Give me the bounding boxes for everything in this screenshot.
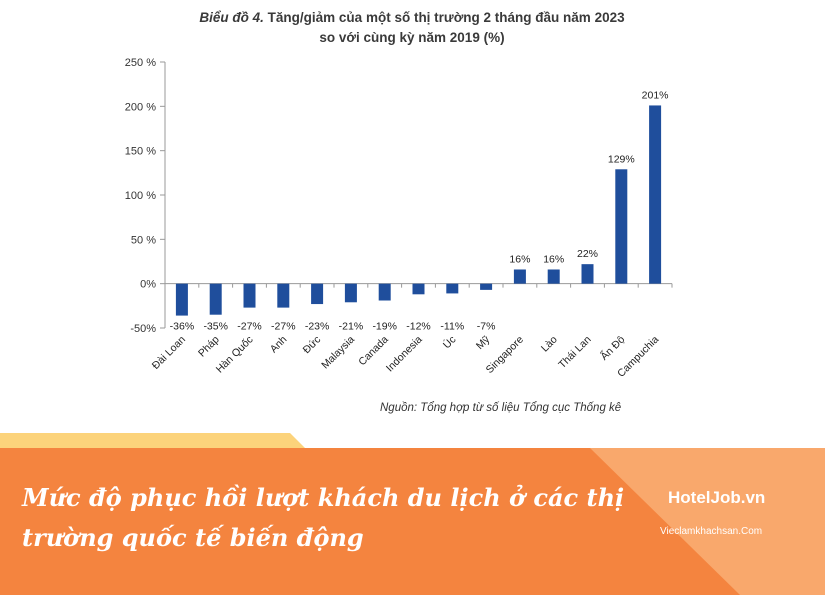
bar-chart: Biểu đồ 4. Tăng/giảm của một số thị trườ… [125, 10, 673, 380]
y-tick-label: -50% [130, 323, 156, 335]
banner-caption: Mức độ phục hồi lượt khách du lịch ở các… [22, 483, 625, 552]
bar [615, 169, 628, 284]
y-tick-label: 100 % [125, 190, 156, 202]
category-label: Lào [539, 334, 560, 355]
category-label: Indonesia [384, 334, 425, 375]
bar [581, 264, 594, 284]
bar [547, 269, 560, 284]
y-tick-label: 0% [140, 279, 156, 291]
data-label: 22% [577, 248, 598, 260]
bar [480, 283, 493, 290]
bar [446, 283, 459, 294]
category-label: Đức [301, 334, 324, 357]
data-label: -7% [477, 321, 496, 333]
bar [649, 105, 662, 284]
bar [513, 269, 526, 284]
category-label: Thái Lan [556, 334, 593, 371]
bar [412, 283, 425, 295]
data-label: 129% [608, 153, 635, 165]
bar [243, 283, 256, 308]
category-label: Ấn Độ [598, 333, 628, 363]
category-label: Pháp [196, 334, 222, 360]
bar [277, 283, 290, 308]
bar [378, 283, 391, 301]
axes: -50% 0% 50 % 100 % 150 % 200 % 250 % [125, 57, 673, 335]
data-label: -19% [372, 321, 397, 333]
data-label: 16% [509, 253, 530, 265]
data-label: 201% [642, 89, 669, 101]
data-label: 16% [543, 253, 564, 265]
data-labels: -36% -35% -27% -27% -23% -21% -19% -12% -11% -7% 1… [170, 89, 669, 332]
banner-yellow-strip [0, 433, 305, 448]
chart-title-line1: Biểu đồ 4. Tăng/giảm của một số thị trườ… [199, 10, 625, 25]
category-label: Mỹ [474, 333, 493, 352]
y-tick-label: 200 % [125, 101, 156, 113]
bar [209, 283, 222, 315]
data-label: -27% [271, 321, 296, 333]
hoteljob-logo[interactable]: HotelJob.vn [668, 488, 766, 507]
banner: Mức độ phục hồi lượt khách du lịch ở các… [0, 430, 825, 595]
logo-subtitle: Vieclamkhachsan.Com [660, 526, 763, 537]
category-label: Singapore [484, 334, 526, 376]
banner-background [0, 433, 825, 595]
source-note: Nguồn: Tổng hợp từ số liệu Tổng cục Thốn… [380, 402, 622, 414]
category-label: Úc [440, 333, 458, 351]
bar [175, 283, 188, 316]
y-tick-label: 250 % [125, 57, 156, 69]
data-label: -27% [237, 321, 262, 333]
data-label: -11% [440, 321, 464, 333]
bar [311, 283, 324, 305]
category-label: Đài Loan [150, 334, 188, 372]
data-label: -36% [170, 321, 195, 333]
data-label: -23% [305, 321, 330, 333]
y-tick-label: 150 % [125, 146, 156, 158]
data-label: -21% [339, 321, 364, 333]
chart-title-line2: so với cùng kỳ năm 2019 (%) [319, 30, 504, 45]
data-label: -35% [203, 321, 228, 333]
banner-light-panel [590, 448, 825, 595]
banner-orange-panel [0, 448, 825, 595]
category-label: Hàn Quốc [214, 334, 256, 376]
category-label: Anh [268, 334, 290, 356]
bar [344, 283, 357, 303]
chart-title-prefix: Biểu đồ 4. [199, 10, 264, 25]
y-tick-label: 50 % [131, 234, 156, 246]
data-label: -12% [406, 321, 431, 333]
bars [175, 105, 662, 316]
category-label: Malaysia [319, 334, 357, 372]
chart-title-text: Tăng/giảm của một số thị trường 2 tháng … [268, 10, 625, 25]
